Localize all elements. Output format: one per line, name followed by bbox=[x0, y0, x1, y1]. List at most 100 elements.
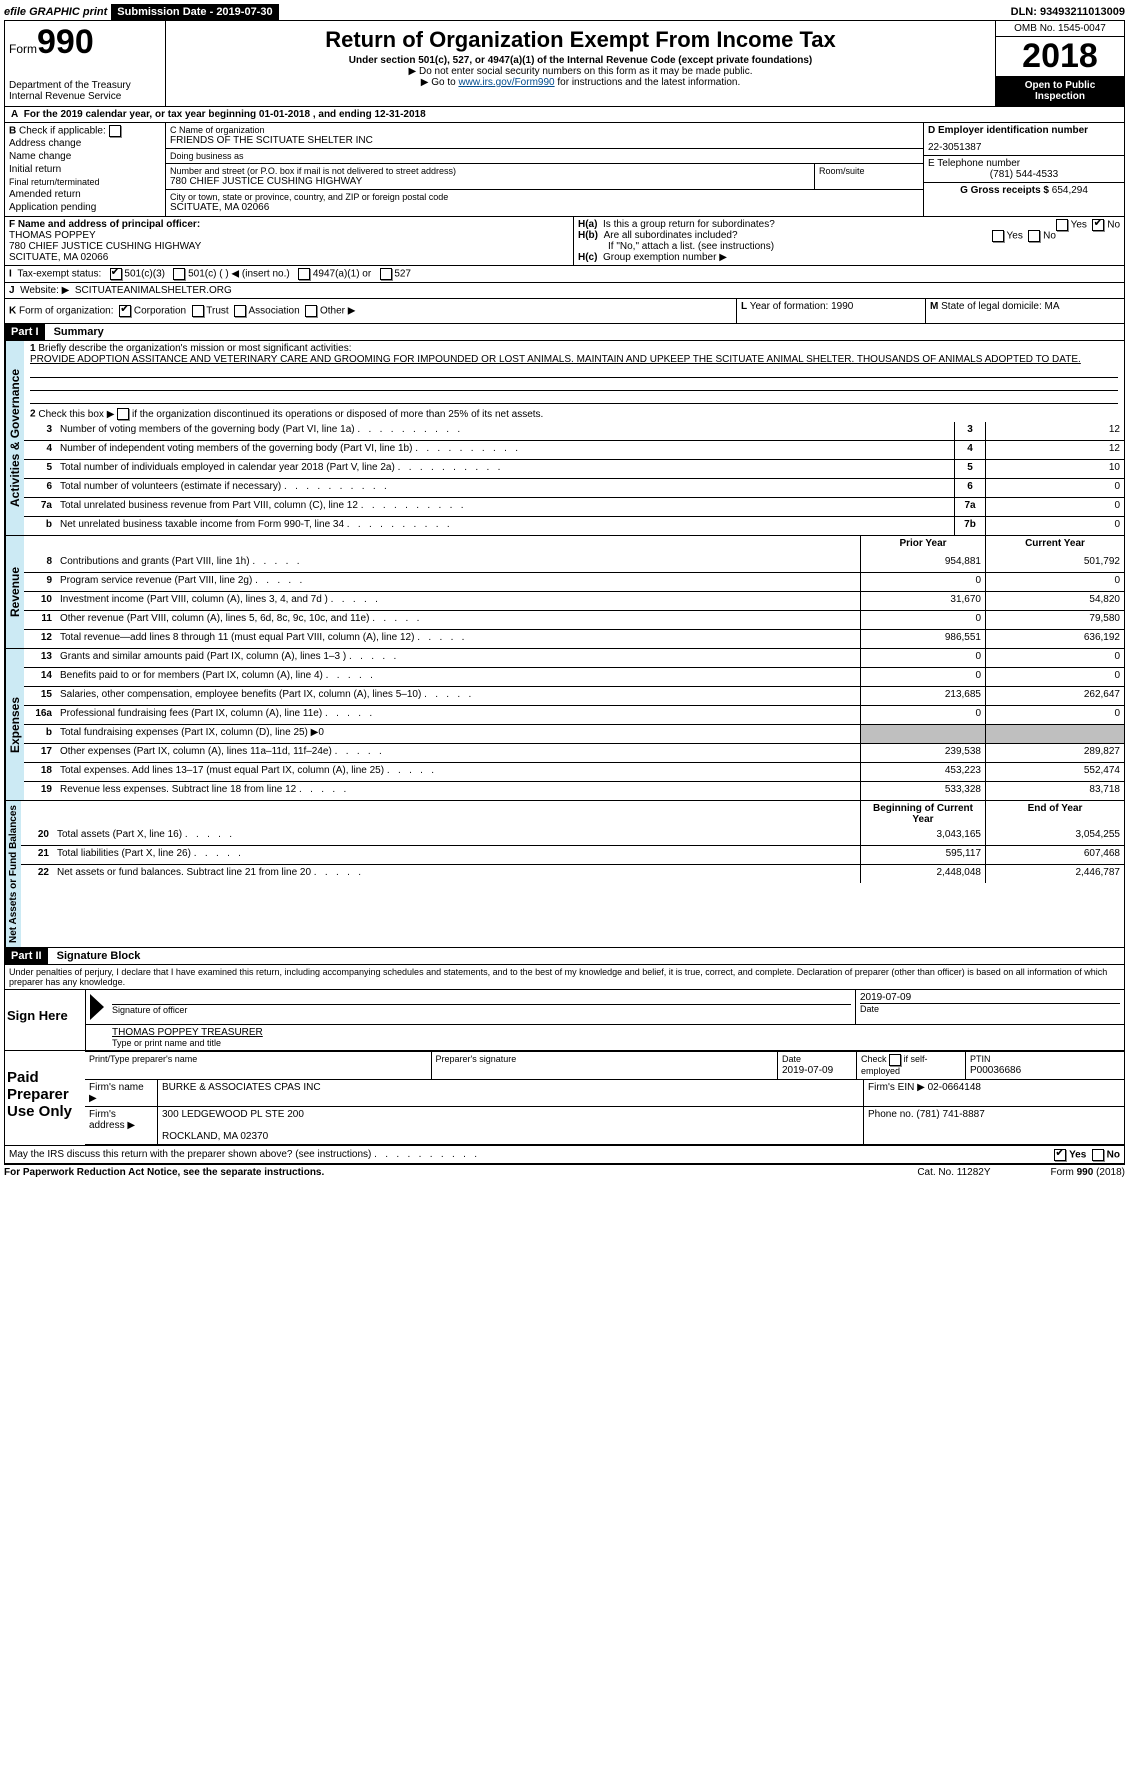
assoc-box[interactable] bbox=[234, 305, 246, 317]
final-return: Final return/terminated bbox=[9, 176, 161, 188]
expenses-block: Expenses 13Grants and similar amounts pa… bbox=[5, 649, 1124, 801]
opt-other: Other ▶ bbox=[320, 306, 355, 317]
type-name-label: Type or print name and title bbox=[112, 1038, 1120, 1048]
opt-4947: 4947(a)(1) or bbox=[313, 269, 371, 280]
4947-box[interactable] bbox=[298, 268, 310, 280]
omb-number: OMB No. 1545-0047 bbox=[996, 21, 1124, 37]
officer-h-row: F Name and address of principal officer:… bbox=[5, 217, 1124, 266]
firm-name-value: BURKE & ASSOCIATES CPAS INC bbox=[157, 1080, 863, 1106]
sig-officer-label: Signature of officer bbox=[112, 1005, 851, 1015]
ha-yes[interactable] bbox=[1056, 219, 1068, 231]
check-applicable-box[interactable] bbox=[109, 125, 121, 137]
data-line: 11Other revenue (Part VIII, column (A), … bbox=[24, 610, 1124, 629]
exp-vert-label: Expenses bbox=[5, 649, 24, 800]
part2-title: Signature Block bbox=[51, 948, 147, 964]
officer-printed-name: THOMAS POPPEY TREASURER bbox=[112, 1027, 1120, 1038]
sig-date-label: Date bbox=[860, 1003, 1120, 1014]
room-label: Room/suite bbox=[819, 166, 919, 176]
eoy-hdr: End of Year bbox=[985, 801, 1124, 827]
footer-row: For Paperwork Reduction Act Notice, see … bbox=[4, 1165, 1125, 1180]
data-line: 16aProfessional fundraising fees (Part I… bbox=[24, 705, 1124, 724]
formorg-label: Form of organization: bbox=[19, 306, 114, 317]
self-emp-label: Check if self-employed bbox=[861, 1054, 928, 1076]
gross-value: 654,294 bbox=[1052, 185, 1088, 196]
data-line: 21Total liabilities (Part X, line 26)595… bbox=[21, 845, 1124, 864]
footer-left: For Paperwork Reduction Act Notice, see … bbox=[4, 1167, 324, 1178]
data-line: 18Total expenses. Add lines 13–17 (must … bbox=[24, 762, 1124, 781]
year-begin: For the 2019 calendar year, or tax year … bbox=[24, 109, 310, 120]
ein-label: D Employer identification number bbox=[928, 125, 1120, 136]
officer-city: SCITUATE, MA 02066 bbox=[9, 252, 569, 263]
discontinue-box[interactable] bbox=[117, 408, 129, 420]
boy-hdr: Beginning of Current Year bbox=[860, 801, 985, 827]
form-number: 990 bbox=[37, 23, 94, 61]
firm-phone-label: Phone no. bbox=[868, 1109, 914, 1120]
data-line: 15Salaries, other compensation, employee… bbox=[24, 686, 1124, 705]
opt-assoc: Association bbox=[249, 306, 300, 317]
domicile-label: State of legal domicile: bbox=[941, 301, 1042, 312]
note-pre: ▶ Go to bbox=[421, 77, 459, 88]
domicile-value: MA bbox=[1045, 301, 1060, 312]
self-emp-box[interactable] bbox=[889, 1054, 901, 1066]
irs-link[interactable]: www.irs.gov/Form990 bbox=[458, 77, 554, 88]
footer-center: Cat. No. 11282Y bbox=[917, 1167, 990, 1178]
hb-note: If "No," attach a list. (see instruction… bbox=[578, 241, 1120, 252]
ptin-label: PTIN bbox=[970, 1054, 991, 1064]
k-l-m-row: K Form of organization: Corporation Trus… bbox=[5, 299, 1124, 324]
ein-value: 22-3051387 bbox=[928, 142, 1120, 153]
data-line: 14Benefits paid to or for members (Part … bbox=[24, 667, 1124, 686]
data-line: 22Net assets or fund balances. Subtract … bbox=[21, 864, 1124, 883]
street-value: 780 CHIEF JUSTICE CUSHING HIGHWAY bbox=[170, 176, 810, 187]
current-year-hdr: Current Year bbox=[985, 536, 1124, 554]
firm-ein-value: 02-0664148 bbox=[928, 1082, 981, 1093]
gov-line: 7aTotal unrelated business revenue from … bbox=[24, 497, 1124, 516]
phone-value: (781) 544-4533 bbox=[928, 169, 1120, 180]
opt-trust: Trust bbox=[206, 306, 228, 317]
officer-box: F Name and address of principal officer:… bbox=[5, 217, 574, 265]
hb-label: Are all subordinates included? bbox=[604, 230, 738, 241]
rev-vert-label: Revenue bbox=[5, 536, 24, 648]
hb-yes[interactable] bbox=[992, 230, 1004, 242]
header-row: Form990 Department of the Treasury Inter… bbox=[5, 21, 1124, 107]
corp-box[interactable] bbox=[119, 305, 131, 317]
dln: DLN: 93493211013009 bbox=[1011, 6, 1125, 18]
hb-no[interactable] bbox=[1028, 230, 1040, 242]
prep-sig-label: Preparer's signature bbox=[436, 1054, 517, 1064]
part1-title: Summary bbox=[48, 324, 110, 340]
527-box[interactable] bbox=[380, 268, 392, 280]
firm-addr1: 300 LEDGEWOOD PL STE 200 bbox=[162, 1109, 304, 1120]
data-line: 12Total revenue—add lines 8 through 11 (… bbox=[24, 629, 1124, 648]
firm-addr-label: Firm's address ▶ bbox=[85, 1107, 157, 1144]
other-box[interactable] bbox=[305, 305, 317, 317]
ha-no[interactable] bbox=[1092, 219, 1104, 231]
tax-exempt-row: I Tax-exempt status: 501(c)(3) 501(c) ( … bbox=[5, 266, 1124, 283]
name-address-column: C Name of organization FRIENDS OF THE SC… bbox=[166, 123, 923, 216]
501c3-box[interactable] bbox=[110, 268, 122, 280]
gov-line: 4Number of independent voting members of… bbox=[24, 440, 1124, 459]
data-line: 8Contributions and grants (Part VIII, li… bbox=[24, 554, 1124, 572]
part1-header: Part I Summary bbox=[5, 324, 1124, 341]
discuss-no[interactable] bbox=[1092, 1149, 1104, 1161]
prior-year-hdr: Prior Year bbox=[860, 536, 985, 554]
trust-box[interactable] bbox=[192, 305, 204, 317]
firm-ein-label: Firm's EIN ▶ bbox=[868, 1082, 925, 1093]
gov-line: 3Number of voting members of the governi… bbox=[24, 422, 1124, 440]
gross-label: G Gross receipts $ bbox=[960, 185, 1049, 196]
firm-addr2: ROCKLAND, MA 02370 bbox=[162, 1131, 268, 1142]
formation-label: Year of formation: bbox=[750, 301, 829, 312]
501c-box[interactable] bbox=[173, 268, 185, 280]
rev-header-row: Prior Year Current Year bbox=[24, 536, 1124, 554]
firm-name-label: Firm's name ▶ bbox=[85, 1080, 157, 1106]
app-pending: Application pending bbox=[9, 201, 161, 214]
officer-street: 780 CHIEF JUSTICE CUSHING HIGHWAY bbox=[9, 241, 569, 252]
data-line: bTotal fundraising expenses (Part IX, co… bbox=[24, 724, 1124, 743]
addr-change: Address change bbox=[9, 137, 161, 150]
data-line: 9Program service revenue (Part VIII, lin… bbox=[24, 572, 1124, 591]
discuss-yes[interactable] bbox=[1054, 1149, 1066, 1161]
phone-label: E Telephone number bbox=[928, 158, 1120, 169]
data-line: 20Total assets (Part X, line 16)3,043,16… bbox=[21, 827, 1124, 845]
paid-prep-label: Paid Preparer Use Only bbox=[5, 1051, 85, 1145]
part2-header: Part II Signature Block bbox=[5, 948, 1124, 965]
entity-section: B Check if applicable: Address change Na… bbox=[5, 123, 1124, 217]
year-box: OMB No. 1545-0047 2018 Open to Public In… bbox=[995, 21, 1124, 106]
